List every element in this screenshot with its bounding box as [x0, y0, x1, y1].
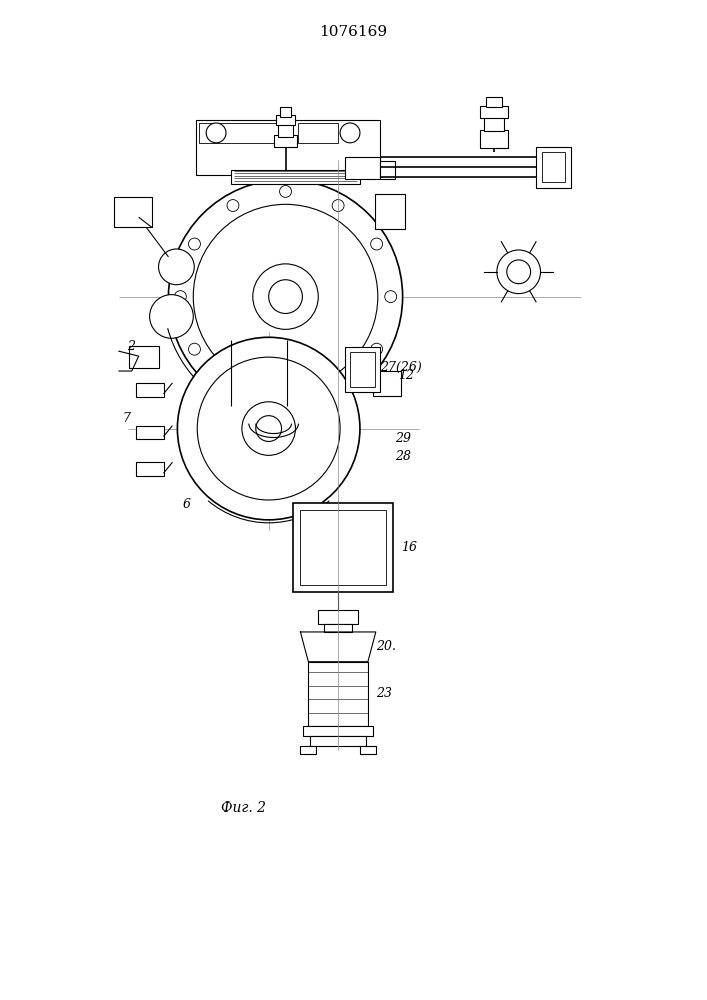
- Bar: [345, 157, 380, 179]
- Text: 12: 12: [397, 369, 414, 382]
- Bar: [197, 120, 380, 175]
- Bar: [480, 130, 508, 148]
- Circle shape: [370, 343, 382, 355]
- Polygon shape: [119, 351, 139, 371]
- Bar: [298, 123, 338, 143]
- Bar: [300, 746, 316, 754]
- Circle shape: [256, 416, 281, 441]
- Text: 7: 7: [123, 412, 131, 425]
- Bar: [231, 170, 360, 184]
- Text: 23: 23: [376, 687, 392, 700]
- Bar: [484, 117, 504, 131]
- Text: 20.: 20.: [376, 640, 396, 653]
- Bar: [300, 510, 386, 585]
- Text: Фиг. 2: Фиг. 2: [221, 801, 266, 815]
- Bar: [129, 346, 158, 368]
- Bar: [542, 152, 566, 182]
- Circle shape: [269, 280, 303, 313]
- Circle shape: [177, 337, 360, 520]
- Bar: [373, 371, 401, 396]
- Bar: [375, 194, 404, 229]
- Bar: [325, 624, 352, 632]
- Bar: [293, 503, 392, 592]
- Bar: [380, 161, 395, 179]
- Circle shape: [332, 382, 344, 394]
- Circle shape: [175, 291, 187, 303]
- Text: 1076169: 1076169: [319, 25, 387, 39]
- Bar: [318, 610, 358, 624]
- Circle shape: [370, 238, 382, 250]
- Text: 29: 29: [395, 432, 411, 445]
- Bar: [136, 426, 163, 439]
- Text: 16: 16: [401, 541, 416, 554]
- Bar: [303, 726, 373, 736]
- Circle shape: [168, 180, 402, 414]
- Circle shape: [340, 123, 360, 143]
- Text: 6: 6: [182, 498, 190, 511]
- Bar: [308, 662, 368, 726]
- Circle shape: [189, 238, 200, 250]
- Circle shape: [150, 295, 193, 338]
- Circle shape: [227, 200, 239, 211]
- Text: 28: 28: [395, 450, 411, 463]
- Bar: [486, 97, 502, 107]
- Circle shape: [332, 200, 344, 211]
- Circle shape: [279, 396, 291, 408]
- Circle shape: [385, 291, 397, 303]
- Bar: [274, 135, 298, 147]
- Bar: [310, 736, 366, 746]
- Circle shape: [507, 260, 530, 284]
- Bar: [279, 107, 291, 117]
- Bar: [278, 123, 293, 137]
- Bar: [350, 352, 375, 387]
- Circle shape: [158, 249, 194, 285]
- Bar: [345, 347, 380, 392]
- Bar: [114, 197, 151, 227]
- Bar: [536, 147, 571, 188]
- Polygon shape: [300, 632, 376, 662]
- Bar: [136, 462, 163, 476]
- Bar: [480, 106, 508, 118]
- Circle shape: [242, 402, 296, 455]
- Text: 27(26): 27(26): [380, 361, 421, 374]
- Circle shape: [193, 204, 378, 389]
- Circle shape: [206, 123, 226, 143]
- Bar: [276, 115, 296, 125]
- Bar: [360, 746, 376, 754]
- Circle shape: [227, 382, 239, 394]
- Circle shape: [279, 185, 291, 197]
- Circle shape: [253, 264, 318, 329]
- Bar: [199, 123, 288, 143]
- Text: 2: 2: [127, 340, 135, 353]
- Circle shape: [197, 357, 340, 500]
- Bar: [136, 383, 163, 397]
- Circle shape: [497, 250, 541, 294]
- Circle shape: [189, 343, 200, 355]
